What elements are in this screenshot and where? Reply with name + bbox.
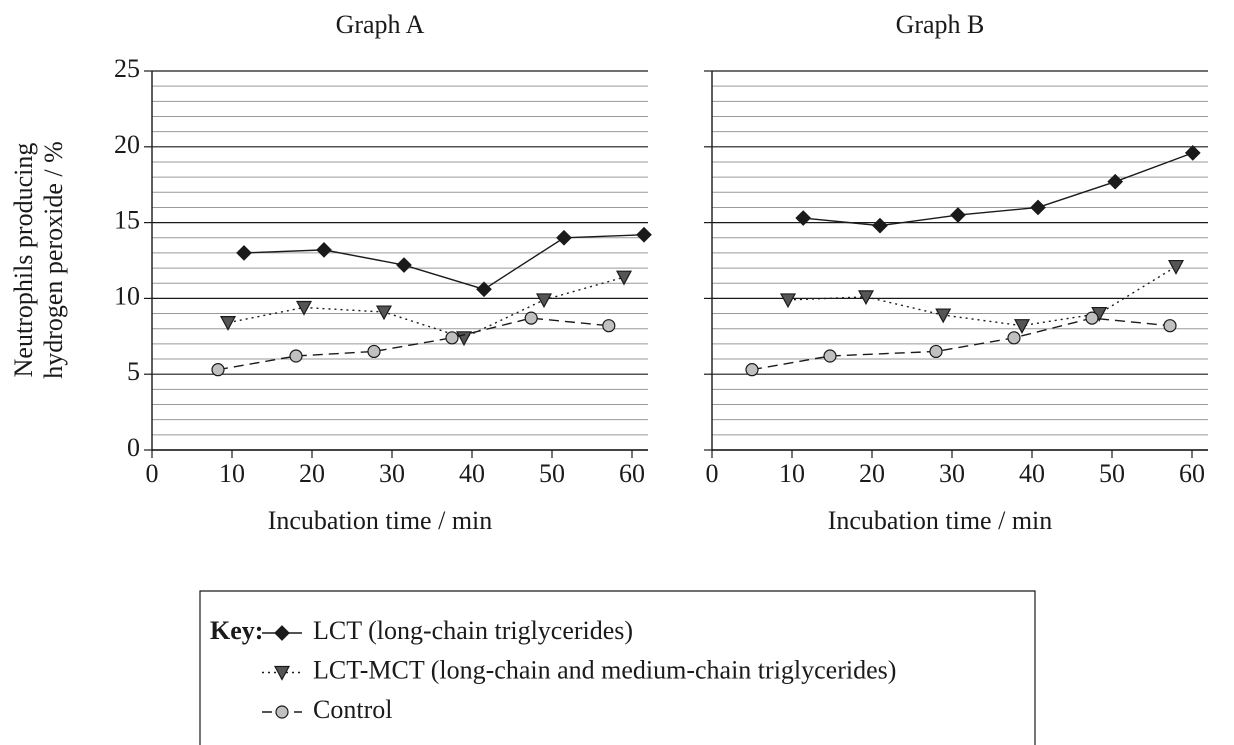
y-tick-label: 10	[114, 281, 140, 310]
legend-label: LCT (long-chain triglycerides)	[313, 616, 633, 645]
marker	[636, 226, 652, 243]
marker	[211, 363, 225, 377]
series-line	[217, 317, 609, 371]
marker	[602, 319, 616, 333]
x-axis-label: Incubation time / min	[268, 506, 493, 535]
legend-marker	[274, 625, 290, 641]
marker	[929, 344, 943, 359]
marker	[823, 349, 837, 363]
series-line	[803, 152, 1194, 227]
x-tick-label: 0	[146, 459, 159, 488]
marker	[236, 245, 252, 261]
x-tick-label: 50	[1099, 459, 1125, 488]
y-tick-label: 20	[114, 130, 140, 159]
y-tick-label: 0	[127, 433, 140, 462]
series-line	[751, 317, 1171, 371]
x-tick-label: 30	[939, 459, 965, 488]
legend-title: Key:	[210, 616, 263, 645]
x-tick-label: 60	[619, 459, 645, 488]
legend-label: LCT-MCT (long-chain and medium-chain tri…	[313, 655, 896, 684]
chart-title: Graph A	[336, 10, 425, 39]
x-axis-label: Incubation time / min	[828, 506, 1053, 535]
x-tick-label: 40	[459, 459, 485, 488]
y-tick-label: 25	[114, 54, 140, 83]
legend-box	[199, 590, 1036, 745]
marker	[535, 293, 553, 309]
marker	[1030, 199, 1046, 216]
marker	[1184, 145, 1201, 161]
legend-label: Control	[313, 695, 392, 724]
marker	[1013, 319, 1031, 334]
x-tick-label: 40	[1019, 459, 1045, 488]
marker	[455, 331, 473, 347]
x-tick-label: 50	[539, 459, 565, 488]
x-tick-label: 20	[299, 459, 325, 488]
chart-title: Graph B	[896, 10, 985, 39]
marker	[524, 311, 538, 325]
marker	[316, 242, 332, 258]
series-line	[227, 276, 625, 339]
legend-marker	[275, 705, 289, 719]
marker	[795, 210, 812, 226]
x-tick-label: 10	[219, 459, 245, 488]
marker	[445, 331, 459, 345]
marker	[375, 305, 393, 321]
x-tick-label: 10	[779, 459, 805, 488]
marker	[1107, 173, 1124, 190]
y-axis-label: Neutrophils producing	[9, 143, 38, 378]
marker	[950, 207, 966, 223]
marker	[872, 217, 888, 234]
marker	[745, 363, 759, 377]
x-tick-label: 20	[859, 459, 885, 488]
marker	[1007, 331, 1021, 345]
x-tick-label: 60	[1179, 459, 1205, 488]
marker	[779, 293, 797, 309]
series-line	[243, 234, 645, 291]
marker	[615, 270, 633, 286]
y-tick-label: 15	[114, 206, 140, 235]
marker	[1167, 259, 1185, 275]
x-tick-label: 30	[379, 459, 405, 488]
marker	[1163, 319, 1177, 333]
marker	[295, 300, 313, 316]
marker	[476, 281, 492, 298]
series-line	[787, 265, 1177, 327]
marker	[1085, 311, 1099, 325]
marker	[857, 290, 875, 306]
y-axis-label: hydrogen peroxide / %	[39, 141, 68, 379]
y-tick-label: 5	[127, 357, 140, 386]
marker	[396, 257, 412, 273]
marker	[289, 349, 303, 363]
marker	[556, 229, 572, 246]
marker	[219, 316, 237, 331]
marker	[935, 308, 952, 324]
legend-marker	[273, 665, 291, 681]
marker	[367, 344, 381, 359]
x-tick-label: 0	[706, 459, 719, 488]
